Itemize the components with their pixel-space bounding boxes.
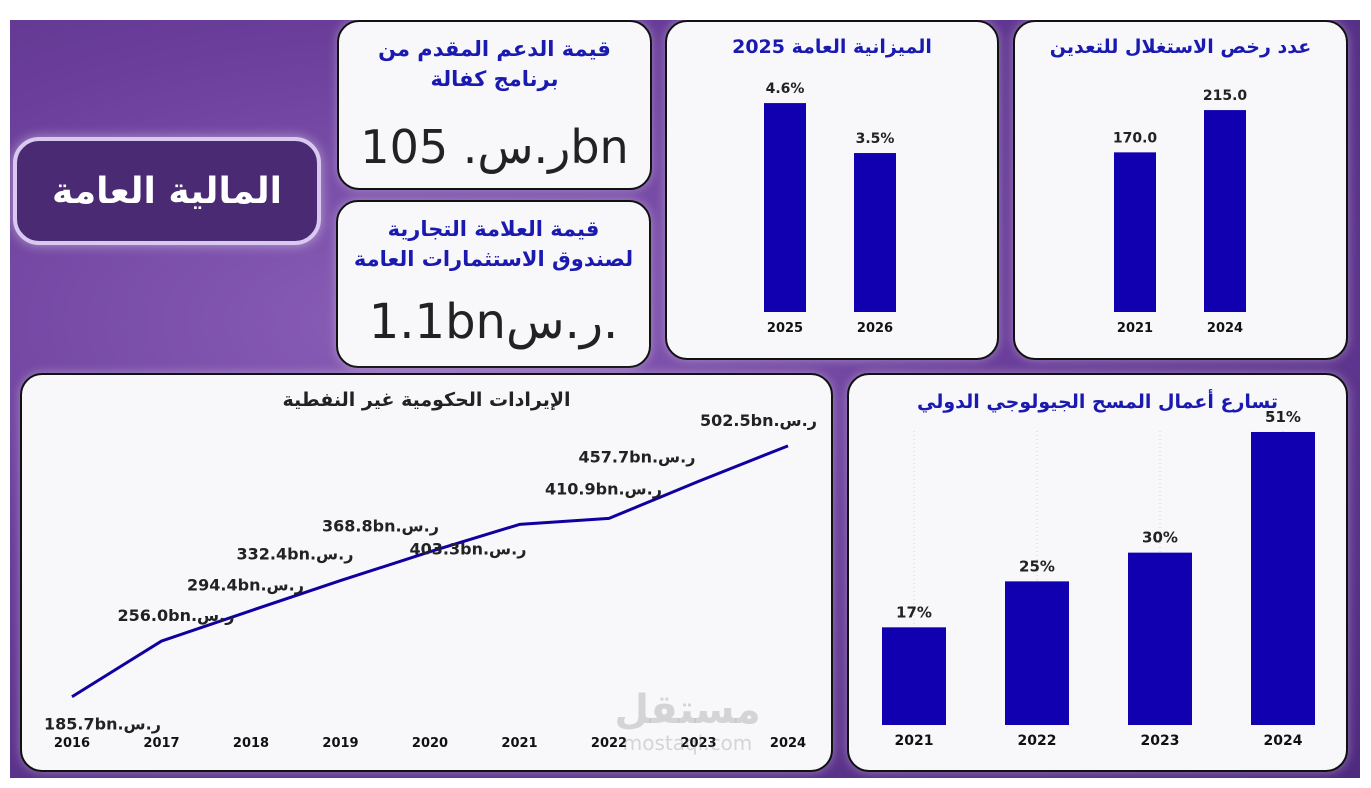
bar-2024: [1251, 431, 1315, 725]
point-label-2021: 403.3bn.ر.س: [410, 539, 527, 558]
data-label-2021: 170.0: [1113, 130, 1158, 146]
revenue-line: [71, 444, 789, 699]
watermark-arabic: مستقل: [614, 687, 761, 733]
kpi-card-brand: قيمة العلامة التجارية لصندوق الاستثمارات…: [336, 200, 651, 368]
chart-title-revenue: الإيرادات الحكومية غير النفطية: [282, 389, 571, 411]
card-geological-survey: تسارع أعمال المسح الجيولوجي الدولي 17% 20…: [847, 373, 1348, 772]
chart-title-geology: تسارع أعمال المسح الجيولوجي الدولي: [917, 391, 1278, 413]
chart-non-oil-revenue: 185.7bn.ر.س 2016 256.0bn.ر.س 2017 294.4bn.ر.…: [44, 411, 817, 751]
chart-mining-licenses: 170.0 2021 215.0 2024: [1113, 88, 1248, 336]
watermark-logo: مستقل mostaql.com: [600, 688, 775, 768]
data-label-2025: 4.6%: [766, 81, 805, 97]
point-label-2022: 410.9bn.ر.س: [545, 479, 662, 498]
card-budget-2025: الميزانية العامة 2025 4.6% 2025 3.5% 2026: [665, 20, 999, 360]
dashboard-title: المالية العامة: [52, 170, 282, 212]
bar-2024: [1204, 110, 1246, 312]
data-label-2023: 30%: [1142, 529, 1178, 547]
watermark-url: mostaql.com: [622, 731, 753, 755]
chart-title-mining: عدد رخص الاستغلال للتعدين: [1049, 36, 1312, 58]
bar-2022: [1005, 581, 1069, 725]
x-tick-2021: 2021: [895, 733, 934, 749]
x-tick-2016: 2016: [54, 736, 90, 751]
point-label-2016: 185.7bn.ر.س: [44, 715, 161, 734]
card-non-oil-revenue: الإيرادات الحكومية غير النفطية 185.7bn.ر…: [20, 373, 833, 772]
point-label-2020: 368.8bn.ر.س: [322, 517, 439, 536]
kpi-value-kafala: ر.س. 105bn: [360, 120, 629, 174]
point-label-2019: 332.4bn.ر.س: [237, 545, 354, 564]
data-label-2022: 25%: [1019, 557, 1055, 575]
bar-2025: [764, 103, 806, 312]
x-tick-2022: 2022: [1018, 733, 1057, 749]
x-tick-2023: 2023: [1141, 733, 1180, 749]
kpi-title-kafala: قيمة الدعم المقدم من برنامج كفالة: [378, 37, 611, 91]
data-label-2024: 215.0: [1203, 88, 1248, 104]
chart-title-budget: الميزانية العامة 2025: [732, 36, 932, 58]
kpi-title-brand: قيمة العلامة التجارية لصندوق الاستثمارات…: [353, 217, 634, 271]
chart-geological-survey: 17% 2021 25% 2022 30% 2023 51% 2024: [882, 408, 1315, 749]
card-mining-licenses: عدد رخص الاستغلال للتعدين 170.0 2021 215.0…: [1013, 20, 1348, 360]
x-tick-2026: 2026: [857, 321, 893, 336]
bar-2026: [854, 153, 896, 312]
chart-budget-2025: 4.6% 2025 3.5% 2026: [764, 81, 896, 336]
x-tick-2021: 2021: [1117, 321, 1153, 336]
point-label-2023: 457.7bn.ر.س: [579, 447, 696, 466]
kpi-card-kafala: قيمة الدعم المقدم من برنامج كفالة ر.س. 1…: [337, 20, 652, 190]
bar-2021: [1114, 152, 1156, 312]
x-tick-2024: 2024: [1264, 733, 1303, 749]
data-label-2024: 51%: [1265, 408, 1301, 426]
bar-2021: [882, 627, 946, 725]
x-tick-2024: 2024: [1207, 321, 1243, 336]
x-tick-2017: 2017: [143, 736, 179, 751]
point-label-2024: 502.5bn.ر.س: [700, 411, 817, 430]
point-label-2018: 294.4bn.ر.س: [187, 576, 304, 595]
x-tick-2020: 2020: [412, 736, 448, 751]
x-tick-2021: 2021: [501, 736, 537, 751]
data-label-2026: 3.5%: [856, 131, 895, 147]
x-tick-2024: 2024: [770, 736, 806, 751]
dashboard-title-badge: المالية العامة: [13, 137, 321, 245]
x-tick-2025: 2025: [767, 321, 803, 336]
x-tick-2023: 2023: [680, 736, 716, 751]
x-tick-2019: 2019: [322, 736, 358, 751]
data-label-2021: 17%: [896, 603, 932, 621]
kpi-value-brand: 1.1bnر.س.: [368, 294, 619, 350]
x-tick-2022: 2022: [591, 736, 627, 751]
bar-2023: [1128, 552, 1192, 725]
point-label-2017: 256.0bn.ر.س: [118, 606, 235, 625]
x-tick-2018: 2018: [233, 736, 269, 751]
